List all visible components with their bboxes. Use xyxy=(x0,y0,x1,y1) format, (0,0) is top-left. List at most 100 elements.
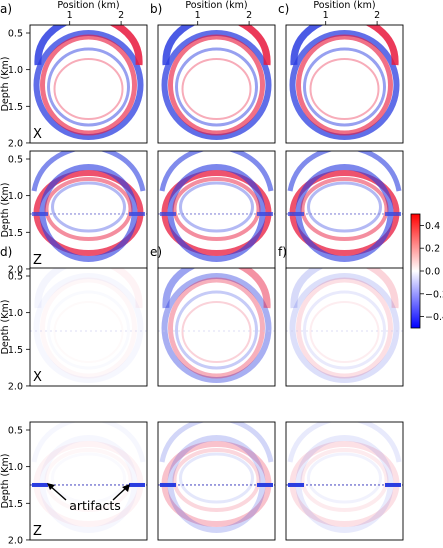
y-tick-label: 2.0 xyxy=(8,381,23,392)
wavefront-lobe-right xyxy=(365,268,399,309)
y-tick-label: 1.0 xyxy=(8,65,23,76)
artifact-mark-right xyxy=(257,211,273,216)
wavefront-ring xyxy=(175,290,258,370)
panel-frame xyxy=(285,267,404,387)
top-tick-label: 1 xyxy=(67,10,73,21)
artifact-mark-right xyxy=(129,211,145,216)
y-tick-label: 0.5 xyxy=(8,272,23,283)
panel-letter: f) xyxy=(278,245,287,259)
panel-r3-c2: e) xyxy=(150,245,276,387)
y-tick-label: 1.5 xyxy=(8,499,23,510)
artifact-mark-right xyxy=(385,211,401,216)
colorbar-tick-label: −0.4 xyxy=(425,312,443,323)
wavefront-ring xyxy=(307,181,382,233)
wavefront-ring xyxy=(303,47,386,127)
wavefront-ring xyxy=(168,34,265,136)
y-tick-label: 1.0 xyxy=(8,308,23,319)
y-tick-label: 2.0 xyxy=(8,535,23,546)
wavefront-lobe-left xyxy=(162,268,196,309)
panel-letter: e) xyxy=(150,245,162,259)
panel-r4-c3 xyxy=(285,421,404,541)
panel-r2-c2 xyxy=(157,150,276,270)
wavefront-ring xyxy=(309,301,380,363)
wavefront-lobe-left xyxy=(162,25,196,66)
y-tick-label: 2.0 xyxy=(8,138,23,149)
wavefront-ring xyxy=(181,58,252,120)
artifact-mark-left xyxy=(288,211,304,216)
artifact-mark-right xyxy=(385,482,401,487)
wavefront-lobe-left xyxy=(34,25,68,66)
wavefront-lobe-right xyxy=(365,25,399,66)
y-axis-label: Depth (Km) xyxy=(0,300,11,355)
y-tick-label: 1.5 xyxy=(8,228,23,239)
wavefront-ring xyxy=(161,30,272,140)
y-tick-label: 0.5 xyxy=(8,426,23,437)
y-axis-label: Depth (Km) xyxy=(0,57,11,112)
top-tick-label: 2 xyxy=(118,10,124,21)
colorbar-tick-label: 0.2 xyxy=(425,244,440,255)
top-tick-label: 2 xyxy=(246,10,252,21)
panel-background xyxy=(158,268,275,386)
wavefront-ring xyxy=(44,177,133,241)
wavefront-ring xyxy=(33,30,144,140)
y-tick-label: 1.5 xyxy=(8,345,23,356)
artifacts-label: artifacts xyxy=(69,498,121,513)
colorbar-tick-label: 0.0 xyxy=(425,267,440,278)
wavefront-lobe-left xyxy=(34,268,68,309)
artifact-mark-right xyxy=(129,482,145,487)
wavefront-lobe-left xyxy=(290,25,324,66)
colorbar-tick-label: 0.4 xyxy=(425,221,440,232)
panel-frame xyxy=(29,24,148,144)
panel-letter: b) xyxy=(150,2,162,16)
panel-background xyxy=(30,422,147,540)
wavefront-ring xyxy=(307,452,382,504)
wavefront-ring xyxy=(53,58,124,120)
y-axis-label: Depth (Km) xyxy=(0,183,11,238)
panel-frame xyxy=(157,267,276,387)
wavefront-ring xyxy=(300,177,389,241)
wavefront-lobe-right xyxy=(237,25,271,66)
wavefront-lobe-right xyxy=(109,268,143,309)
wavefront-ring xyxy=(181,301,252,363)
wavefront-ring xyxy=(161,273,272,383)
wavefront-ring xyxy=(47,47,130,127)
top-tick-label: 1 xyxy=(195,10,201,21)
top-tick-label: 2 xyxy=(374,10,380,21)
wavefront-ring xyxy=(300,448,389,512)
wavefront-lobe-left xyxy=(290,268,324,309)
artifact-mark-left xyxy=(32,211,48,216)
top-axis-label: Position (km) xyxy=(57,0,119,11)
y-axis-label: Depth (Km) xyxy=(0,454,11,509)
wavefront-ring xyxy=(175,47,258,127)
top-tick-label: 1 xyxy=(323,10,329,21)
wavefront-ring xyxy=(40,34,137,136)
wavefront-ring xyxy=(168,277,265,379)
y-tick-label: 0.5 xyxy=(8,29,23,40)
wavefront-lobe-right xyxy=(237,268,271,309)
wavefront-ring xyxy=(296,34,393,136)
panel-background xyxy=(30,268,147,386)
y-tick-label: 0.5 xyxy=(8,155,23,166)
panel-background xyxy=(286,268,403,386)
artifact-mark-right xyxy=(257,482,273,487)
artifact-mark-left xyxy=(160,211,176,216)
wavefront-ring xyxy=(33,273,144,383)
colorbar-gradient xyxy=(410,213,421,329)
panel-r3-c1: 0.5 1.0 1.5 2.0 Depth (Km) Xd) xyxy=(0,245,148,392)
panel-letter: d) xyxy=(0,245,12,259)
y-tick-label: 1.5 xyxy=(8,102,23,113)
panel-r2-c3 xyxy=(285,150,404,270)
panel-r3-c3: f) xyxy=(278,245,404,387)
top-axis-label: Position (km) xyxy=(313,0,375,11)
panel-background xyxy=(286,422,403,540)
y-tick-label: 2.0 xyxy=(8,264,23,275)
artifacts-arrowhead-right xyxy=(122,484,130,492)
wavefront-ring xyxy=(289,273,400,383)
artifact-mark-left xyxy=(160,482,176,487)
panel-r2-c1: 0.5 1.0 1.5 2.0 Depth (Km) Z xyxy=(0,150,148,275)
artifacts-arrowhead-left xyxy=(47,483,55,490)
component-label: X xyxy=(33,127,42,142)
colorbar: 0.4 0.2 0.0 −0.2 −0.4 xyxy=(410,213,443,329)
